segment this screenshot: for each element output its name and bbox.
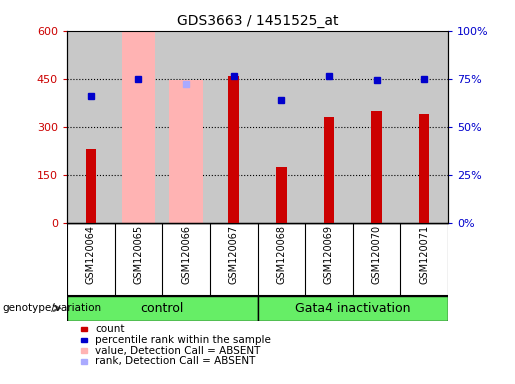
Text: GSM120069: GSM120069 <box>324 225 334 284</box>
Bar <box>162 31 210 223</box>
Text: GSM120065: GSM120065 <box>133 225 143 284</box>
Bar <box>67 31 115 223</box>
Bar <box>305 31 353 223</box>
Text: count: count <box>95 324 125 334</box>
Bar <box>371 111 382 223</box>
Text: GSM120067: GSM120067 <box>229 225 238 284</box>
Bar <box>258 31 305 223</box>
Title: GDS3663 / 1451525_at: GDS3663 / 1451525_at <box>177 14 338 28</box>
Bar <box>276 167 286 223</box>
Bar <box>85 149 96 223</box>
Text: GSM120070: GSM120070 <box>372 225 382 284</box>
Text: rank, Detection Call = ABSENT: rank, Detection Call = ABSENT <box>95 356 255 366</box>
Text: Gata4 inactivation: Gata4 inactivation <box>295 302 410 314</box>
Bar <box>324 117 334 223</box>
Bar <box>169 80 203 223</box>
Text: GSM120071: GSM120071 <box>419 225 429 284</box>
Text: control: control <box>141 302 184 314</box>
Bar <box>67 296 258 321</box>
Bar <box>353 31 401 223</box>
Text: GSM120064: GSM120064 <box>86 225 96 284</box>
Bar <box>258 296 448 321</box>
Bar <box>229 76 239 223</box>
Text: GSM120066: GSM120066 <box>181 225 191 284</box>
Bar <box>419 114 430 223</box>
Bar <box>114 31 162 223</box>
Text: GSM120068: GSM120068 <box>277 225 286 284</box>
Bar <box>122 32 155 223</box>
Text: genotype/variation: genotype/variation <box>3 303 101 313</box>
Bar <box>210 31 258 223</box>
Bar <box>401 31 448 223</box>
Text: percentile rank within the sample: percentile rank within the sample <box>95 335 271 345</box>
Text: value, Detection Call = ABSENT: value, Detection Call = ABSENT <box>95 346 261 356</box>
